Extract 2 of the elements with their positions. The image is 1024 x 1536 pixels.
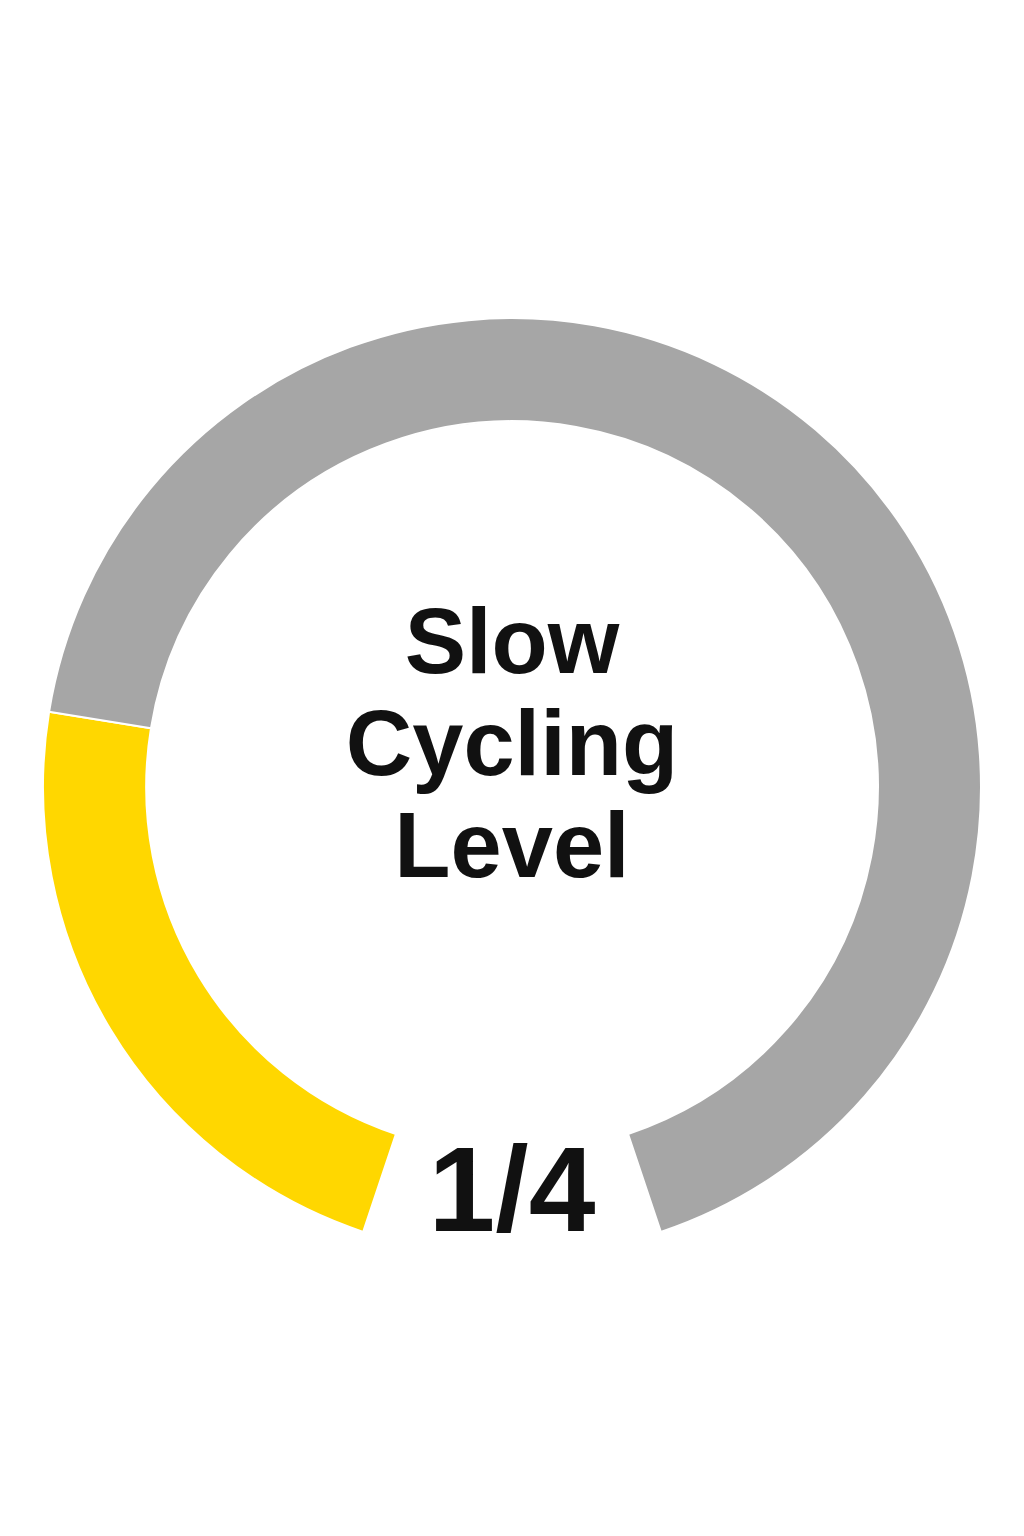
- text: Slow Cycling Level: [344, 590, 680, 896]
- text: 1/4: [427, 1121, 597, 1258]
